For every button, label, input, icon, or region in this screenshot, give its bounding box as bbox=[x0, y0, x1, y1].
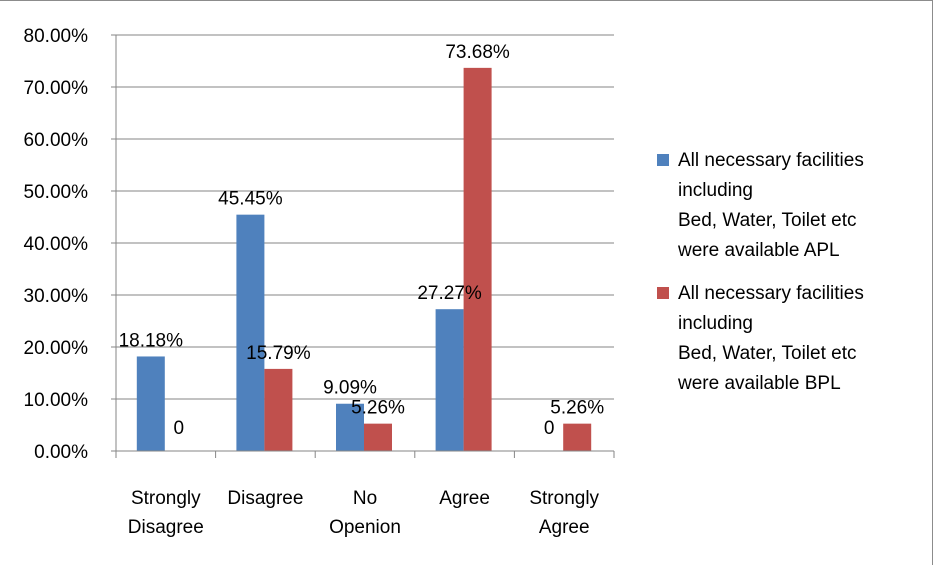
data-label: 9.09% bbox=[323, 378, 377, 399]
bar-bpl[interactable] bbox=[364, 423, 392, 451]
y-tick-label: 0.00% bbox=[34, 442, 88, 463]
data-label: 45.45% bbox=[218, 189, 283, 210]
y-tick-label: 20.00% bbox=[24, 338, 89, 359]
bar-bpl[interactable] bbox=[563, 423, 592, 451]
legend-label: All necessary facilities bbox=[678, 283, 864, 304]
y-tick-label: 80.00% bbox=[24, 26, 89, 47]
legend-label: were available APL bbox=[677, 240, 840, 261]
y-tick-label: 30.00% bbox=[24, 286, 89, 307]
data-label: 27.27% bbox=[417, 283, 482, 304]
category-label: Agree bbox=[539, 517, 590, 538]
data-label: 5.26% bbox=[351, 398, 405, 419]
bar-apl[interactable] bbox=[136, 356, 165, 451]
data-label: 18.18% bbox=[119, 330, 184, 351]
legend-label: All necessary facilities bbox=[678, 150, 864, 171]
legend-label: Bed, Water, Toilet etc bbox=[678, 343, 856, 364]
legend-swatch bbox=[657, 154, 669, 166]
bar-bpl[interactable] bbox=[463, 67, 492, 451]
y-tick-label: 50.00% bbox=[24, 182, 89, 203]
category-label: Strongly bbox=[131, 488, 201, 509]
category-label: Disagree bbox=[128, 517, 204, 538]
bar-apl[interactable] bbox=[435, 309, 464, 451]
y-tick-label: 40.00% bbox=[24, 234, 89, 255]
bar-apl[interactable] bbox=[336, 403, 364, 451]
category-label: Strongly bbox=[529, 488, 599, 509]
y-tick-label: 70.00% bbox=[24, 78, 89, 99]
legend-label: including bbox=[678, 313, 753, 334]
data-label: 15.79% bbox=[246, 343, 311, 364]
bar-apl[interactable] bbox=[236, 214, 265, 451]
category-label: Disagree bbox=[227, 488, 303, 509]
data-label: 73.68% bbox=[445, 42, 510, 63]
category-label: Openion bbox=[329, 517, 401, 538]
legend-swatch bbox=[657, 287, 669, 299]
y-tick-label: 10.00% bbox=[24, 390, 89, 411]
legend-label: Bed, Water, Toilet etc bbox=[678, 210, 856, 231]
legend-label: were available BPL bbox=[677, 373, 841, 394]
category-label: No bbox=[353, 488, 377, 509]
data-label: 0 bbox=[174, 418, 185, 439]
y-tick-label: 60.00% bbox=[24, 130, 89, 151]
legend-label: including bbox=[678, 180, 753, 201]
category-label: Agree bbox=[439, 488, 490, 509]
bar-bpl[interactable] bbox=[264, 368, 293, 451]
data-label: 0 bbox=[544, 418, 555, 439]
data-label: 5.26% bbox=[550, 398, 604, 419]
